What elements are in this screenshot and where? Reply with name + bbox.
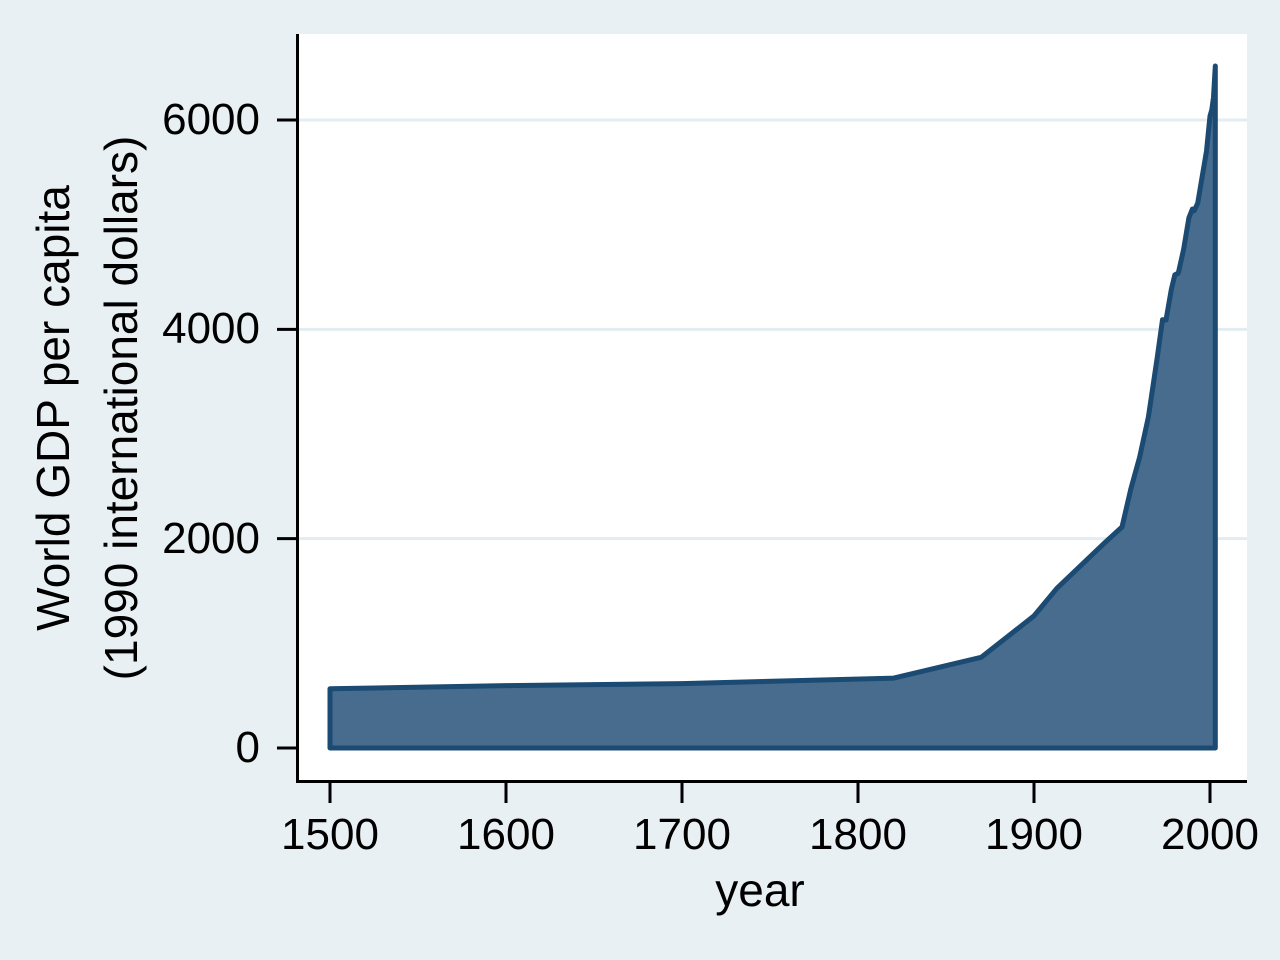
y-tick-label-2000: 2000 [162, 513, 260, 563]
x-tick-label-2000: 2000 [1161, 810, 1259, 859]
gdp-per-capita-area-series [327, 63, 1218, 751]
y-tick-label-4000: 4000 [162, 304, 260, 354]
x-axis-title: year [715, 864, 805, 916]
y-tick-label-6000: 6000 [162, 95, 260, 144]
x-tick-label-1900: 1900 [985, 810, 1083, 859]
y-axis-title-line-1: World GDP per capita [27, 185, 79, 631]
x-tick-label-1700: 1700 [633, 810, 731, 859]
y-axis-title-line-2: (1990 international dollars) [95, 135, 147, 681]
x-tick-label-1500: 1500 [281, 810, 379, 859]
tick-marks [277, 118, 1212, 803]
x-tick-label-1600: 1600 [457, 810, 555, 859]
gridlines [298, 118, 1247, 541]
y-tick-label-0: 0 [235, 723, 260, 772]
y-axis-title: World GDP per capita (1990 international… [19, 108, 155, 708]
x-tick-label-1800: 1800 [809, 810, 907, 859]
